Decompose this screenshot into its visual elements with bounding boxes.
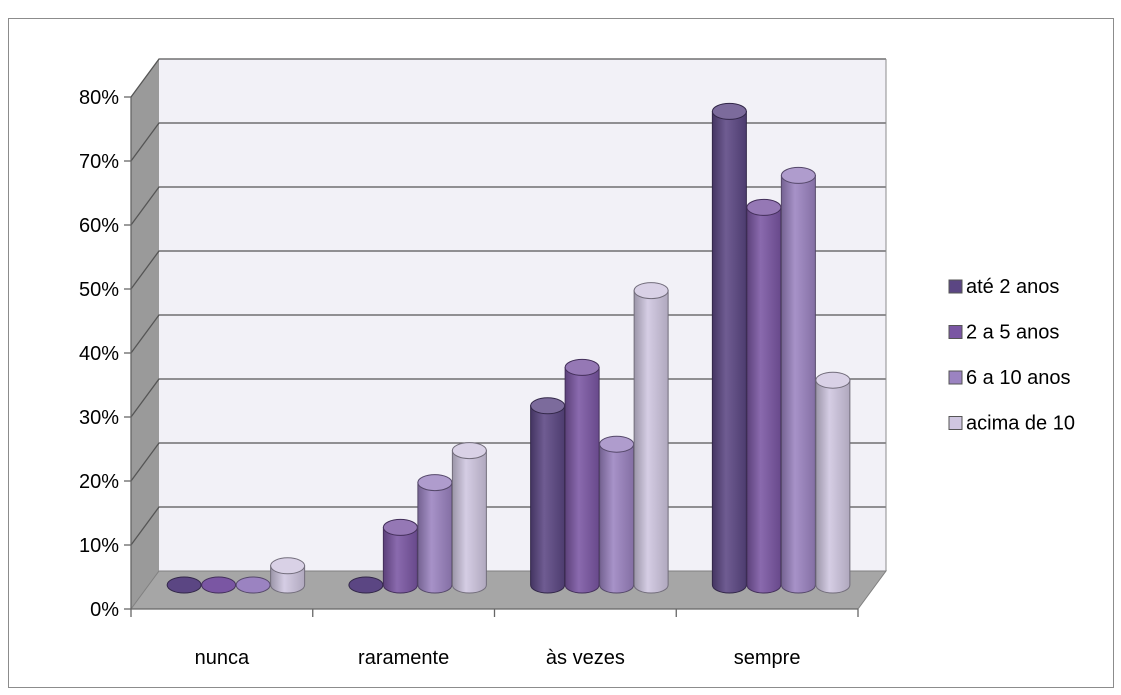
bar-cap bbox=[417, 474, 453, 492]
legend-label: 2 a 5 anos bbox=[966, 322, 1059, 344]
bar-acima-de-10-sempre bbox=[815, 371, 851, 594]
gridline bbox=[130, 58, 886, 98]
bar-cap bbox=[780, 166, 816, 184]
legend-item-até-2-anos: até 2 anos bbox=[948, 276, 1059, 298]
y-tick-label: 40% bbox=[79, 343, 119, 365]
gridline bbox=[130, 186, 886, 226]
x-tick-label: sempre bbox=[734, 647, 801, 669]
bar-cap bbox=[348, 576, 384, 594]
bar-até-2-anos-às-vezes bbox=[530, 397, 566, 594]
legend-item-6-a-10-anos: 6 a 10 anos bbox=[948, 367, 1071, 389]
bar-2-a-5-anos-às-vezes bbox=[564, 358, 600, 594]
bar-body bbox=[599, 443, 635, 594]
y-tick-label: 0% bbox=[90, 599, 119, 621]
bar-6-a-10-anos-raramente bbox=[417, 474, 453, 594]
bar-cap bbox=[270, 557, 306, 575]
chart-svg: 0% 10% 20% 30% 40% 50% 60% 70% 80% nunca raramente… bbox=[79, 58, 1075, 669]
bar-body bbox=[780, 174, 816, 594]
axes: 0% 10% 20% 30% 40% 50% 60% 70% 80% nunca raramente… bbox=[79, 87, 859, 669]
y-tick-label: 20% bbox=[79, 471, 119, 493]
bar-cap bbox=[746, 198, 782, 216]
bar-body bbox=[417, 482, 453, 594]
bar-2-a-5-anos-raramente bbox=[382, 518, 418, 594]
bar-até-2-anos-sempre bbox=[711, 102, 747, 594]
legend-swatch bbox=[948, 370, 963, 385]
bar-body bbox=[711, 110, 747, 594]
legend-label: até 2 anos bbox=[966, 276, 1059, 298]
y-tick-label: 30% bbox=[79, 407, 119, 429]
legend-item-acima-de-10: acima de 10 bbox=[948, 413, 1075, 435]
bar-cap bbox=[382, 518, 418, 536]
bar-até-2-anos-raramente bbox=[348, 576, 384, 594]
bar-body bbox=[746, 206, 782, 594]
chart-frame: 0% 10% 20% 30% 40% 50% 60% 70% 80% nunca raramente… bbox=[8, 18, 1114, 688]
y-tick-label: 50% bbox=[79, 279, 119, 301]
bar-até-2-anos-nunca bbox=[166, 576, 202, 594]
legend-swatch bbox=[948, 416, 963, 430]
bar-cap bbox=[235, 576, 271, 594]
y-tick-label: 80% bbox=[79, 87, 119, 109]
y-tick-label: 60% bbox=[79, 215, 119, 237]
legend-label: acima de 10 bbox=[966, 413, 1075, 435]
bar-cap bbox=[451, 442, 487, 460]
bar-cap bbox=[711, 102, 747, 120]
bar-body bbox=[382, 526, 418, 594]
gridline bbox=[130, 122, 886, 162]
x-tick-label: às vezes bbox=[546, 647, 625, 669]
bar-cap bbox=[815, 371, 851, 389]
legend-swatch bbox=[948, 279, 963, 294]
bar-body bbox=[815, 379, 851, 594]
y-tick-label: 70% bbox=[79, 151, 119, 173]
bar-body bbox=[451, 450, 487, 594]
bar-cap bbox=[166, 576, 202, 594]
bar-acima-de-10-às-vezes bbox=[633, 282, 669, 594]
bar-cap bbox=[530, 397, 566, 415]
bar-cap bbox=[599, 435, 635, 453]
legend: até 2 anos 2 a 5 anos 6 a 10 anos acima de … bbox=[948, 276, 1075, 435]
bar-body bbox=[530, 405, 566, 594]
bar-2-a-5-anos-nunca bbox=[201, 576, 237, 594]
bar-acima-de-10-nunca bbox=[270, 557, 306, 594]
y-tick-label: 10% bbox=[79, 535, 119, 557]
x-tick-label: raramente bbox=[358, 647, 449, 669]
legend-label: 6 a 10 anos bbox=[966, 367, 1071, 389]
gridline bbox=[130, 250, 886, 290]
bar-body bbox=[564, 366, 600, 594]
bar-6-a-10-anos-sempre bbox=[780, 166, 816, 594]
bar-6-a-10-anos-às-vezes bbox=[599, 435, 635, 594]
bar-cap bbox=[201, 576, 237, 594]
bar-cap bbox=[633, 282, 669, 300]
bar-2-a-5-anos-sempre bbox=[746, 198, 782, 594]
bar-cap bbox=[564, 358, 600, 376]
legend-swatch bbox=[948, 325, 963, 339]
legend-item-2-a-5-anos: 2 a 5 anos bbox=[948, 322, 1059, 344]
bars bbox=[166, 102, 851, 594]
x-tick-label: nunca bbox=[195, 647, 250, 669]
bar-acima-de-10-raramente bbox=[451, 442, 487, 594]
bar-body bbox=[633, 290, 669, 594]
bar-6-a-10-anos-nunca bbox=[235, 576, 271, 594]
